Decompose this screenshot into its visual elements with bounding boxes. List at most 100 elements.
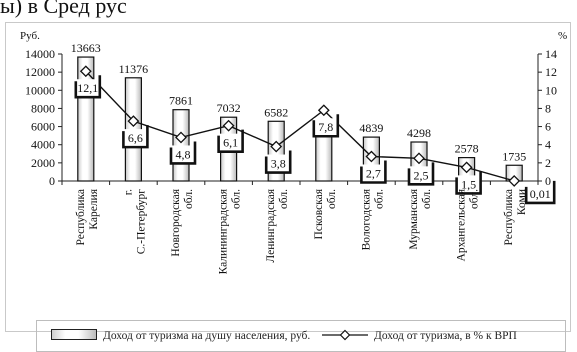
line-value-label: 3,8 <box>271 157 286 171</box>
line-value-box <box>313 118 338 137</box>
line-value-box <box>171 145 195 164</box>
y-right-tick-label: 6 <box>545 120 551 134</box>
legend-line-label: Доход от туризма, в % к ВРП <box>374 330 517 342</box>
category-label-line: Псковская <box>313 188 325 239</box>
category-label: Псковскаяобл. <box>313 188 338 239</box>
y-right-tick-label: 8 <box>545 101 551 115</box>
line-value-box <box>218 133 243 152</box>
y-left-tick-label: 8000 <box>31 101 55 115</box>
category-label: РеспубликаКарелия <box>75 188 100 245</box>
line-value-box-border <box>169 141 197 165</box>
category-label-line: Ленинградская <box>265 188 277 262</box>
line-point <box>365 150 378 163</box>
category-label-line: обл. <box>231 189 243 209</box>
line-point <box>460 161 473 174</box>
category-label-line: Архангельская <box>456 188 468 261</box>
y-right-tick-label: 0 <box>545 174 551 188</box>
bar-value-label: 4298 <box>407 126 431 140</box>
line-point <box>222 119 235 132</box>
line-value-label: 1,5 <box>461 177 476 191</box>
line-value-box-border <box>74 75 102 99</box>
bar-value-label: 13663 <box>71 41 101 55</box>
legend-bar-label: Доход от туризма на душу населения, руб. <box>103 330 311 342</box>
line-point <box>270 140 283 153</box>
line-point <box>508 174 521 187</box>
chart-frame: 0 2000 4000 6000 8000 10000 12000 14000 0 2 4 6 8 10 1… <box>5 22 571 352</box>
category-label-line: Новгородская <box>170 188 182 256</box>
bar-value-label: 1735 <box>502 149 526 163</box>
line-value-label: 7,8 <box>318 120 333 134</box>
line-value-label: 2,7 <box>366 167 381 181</box>
category-label: Архангельскаяобл. <box>456 188 481 261</box>
line-value-labels-group: 12,1 6,6 4,8 6,1 3,8 7,8 2,7 2,5 1,5 0,01 <box>74 75 556 205</box>
y-right-axis-label: % <box>558 30 567 42</box>
category-label-line: обл. <box>278 189 290 209</box>
line-value-box-border <box>407 162 435 186</box>
line-value-box <box>409 166 433 185</box>
line-value-label: 6,1 <box>223 136 238 150</box>
page-header-fragment: ы) в Сред рус <box>0 0 127 18</box>
category-label-line: г. <box>122 189 134 195</box>
bar-value-label: 7032 <box>217 101 241 115</box>
line-value-box <box>526 184 555 203</box>
line-value-box <box>266 154 291 173</box>
category-label-line: Республика <box>75 189 87 245</box>
chart: 0200040006000800010000120001400002468101… <box>20 30 567 274</box>
bar-value-label: 6582 <box>264 105 288 119</box>
line-point <box>175 131 187 144</box>
y-left-tick-label: 6000 <box>31 120 55 134</box>
category-label: РеспубликаКоми <box>503 189 528 245</box>
y-right-tick-label: 4 <box>545 138 551 152</box>
legend: Доход от туризма на душу населения, руб.… <box>36 320 566 352</box>
legend-bar-swatch <box>51 329 97 340</box>
category-label: Мурманскаяобл. <box>408 188 433 249</box>
category-label-line: Карелия <box>88 188 100 229</box>
y-left-tick-label: 4000 <box>31 138 55 152</box>
y-right-tick-label: 12 <box>545 65 557 79</box>
line-value-label: 6,6 <box>128 131 143 145</box>
category-label-line: Коми <box>516 189 528 215</box>
category-labels-group: РеспубликаКарелия г.С.-Петербург Новгородс… <box>75 188 528 274</box>
legend-line-swatch <box>322 329 368 341</box>
category-label-line: обл. <box>421 189 433 209</box>
line-series-group <box>79 65 521 187</box>
bar-value-label: 4839 <box>359 121 383 135</box>
category-label-line: С.-Петербург <box>135 189 147 255</box>
category-label-line: Республика <box>503 189 515 245</box>
line-value-box-border <box>122 125 149 149</box>
category-label-line: обл. <box>373 189 385 209</box>
y-right-tick-label: 10 <box>545 83 557 97</box>
line-value-label: 0,01 <box>530 187 551 201</box>
bar <box>172 109 190 182</box>
y-right-tick-label: 14 <box>545 47 557 61</box>
category-label: г.С.-Петербург <box>122 189 147 255</box>
line-value-box <box>456 175 481 194</box>
line-value-box-border <box>360 160 387 184</box>
line-point <box>317 104 330 117</box>
line-value-box <box>361 164 386 183</box>
line-value-label: 2,5 <box>414 168 429 182</box>
bar-value-label: 2578 <box>455 142 479 156</box>
line-series <box>85 70 515 182</box>
bar <box>315 134 333 182</box>
category-label-line: обл. <box>469 189 481 209</box>
line-value-label: 4,8 <box>176 147 191 161</box>
category-label-line: Вологодская <box>360 188 372 250</box>
y-left-tick-label: 0 <box>49 174 55 188</box>
line-value-box-border <box>217 129 244 153</box>
category-label: Ленинградскаяобл. <box>265 188 290 262</box>
line-value-box-border <box>524 180 556 205</box>
line-value-label: 12,1 <box>77 81 98 95</box>
line-point <box>413 152 425 165</box>
line-point <box>127 115 140 128</box>
category-label: Вологодскаяобл. <box>360 188 385 250</box>
line-value-box-border <box>264 150 292 174</box>
bar-value-label: 7861 <box>169 94 193 108</box>
line-point <box>79 65 92 78</box>
category-label: Новгородскаяобл. <box>170 188 195 256</box>
line-value-box <box>123 129 148 148</box>
category-label-line: Мурманская <box>408 188 420 249</box>
line-value-box-border <box>312 114 340 138</box>
bar-value-label: 11376 <box>119 62 149 76</box>
line-value-box-border <box>455 171 482 195</box>
